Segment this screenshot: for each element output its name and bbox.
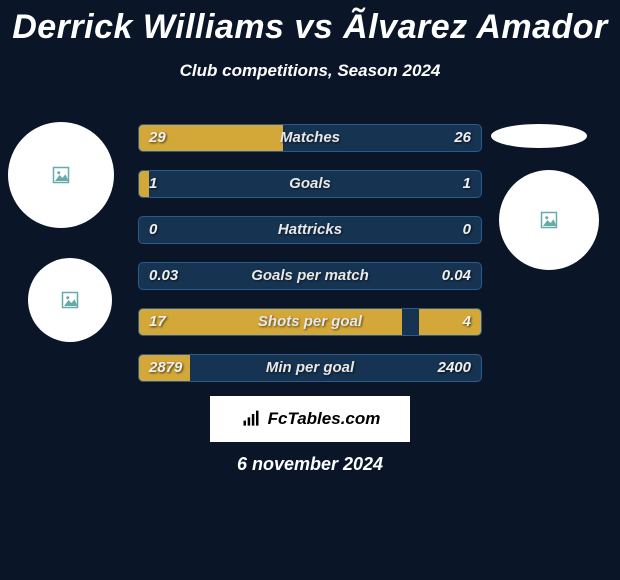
- comparison-subtitle: Club competitions, Season 2024: [0, 61, 620, 81]
- stat-value-left: 17: [149, 313, 166, 330]
- stat-label: Goals: [139, 175, 481, 192]
- stat-value-right: 4: [463, 313, 471, 330]
- branding-badge: FcTables.com: [210, 396, 410, 442]
- stat-value-right: 1: [463, 175, 471, 192]
- stat-row: Goals per match0.03 0.04: [138, 262, 482, 290]
- team2-avatar: [499, 170, 599, 270]
- stat-value-left: 29: [149, 129, 166, 146]
- stat-label: Min per goal: [139, 359, 481, 376]
- stat-value-right: 26: [454, 129, 471, 146]
- stat-value-right: 0: [463, 221, 471, 238]
- image-placeholder-icon: [540, 211, 558, 229]
- stat-label: Hattricks: [139, 221, 481, 238]
- stat-label: Shots per goal: [139, 313, 481, 330]
- stat-row: Matches29 26: [138, 124, 482, 152]
- team1-avatar: [28, 258, 112, 342]
- stats-bars: Matches29 26 Goals1 1 Hattricks0 0 Goals per m…: [138, 124, 482, 400]
- stat-value-right: 0.04: [442, 267, 471, 284]
- stat-label: Matches: [139, 129, 481, 146]
- stat-label: Goals per match: [139, 267, 481, 284]
- image-placeholder-icon: [52, 166, 70, 184]
- stat-value-right: 2400: [438, 359, 471, 376]
- stat-value-left: 1: [149, 175, 157, 192]
- stat-value-left: 0: [149, 221, 157, 238]
- stat-value-left: 2879: [149, 359, 182, 376]
- stat-value-left: 0.03: [149, 267, 178, 284]
- stat-row: Goals1 1: [138, 170, 482, 198]
- comparison-date: 6 november 2024: [0, 454, 620, 475]
- branding-text: FcTables.com: [268, 409, 381, 429]
- comparison-title: Derrick Williams vs Ãlvarez Amador: [0, 0, 620, 47]
- stat-row: Shots per goal17 4: [138, 308, 482, 336]
- chart-icon: [240, 409, 262, 429]
- stat-row: Hattricks0 0: [138, 216, 482, 244]
- image-placeholder-icon: [61, 291, 79, 309]
- player1-avatar: [8, 122, 114, 228]
- stat-row: Min per goal2879 2400: [138, 354, 482, 382]
- player2-oval: [491, 124, 587, 148]
